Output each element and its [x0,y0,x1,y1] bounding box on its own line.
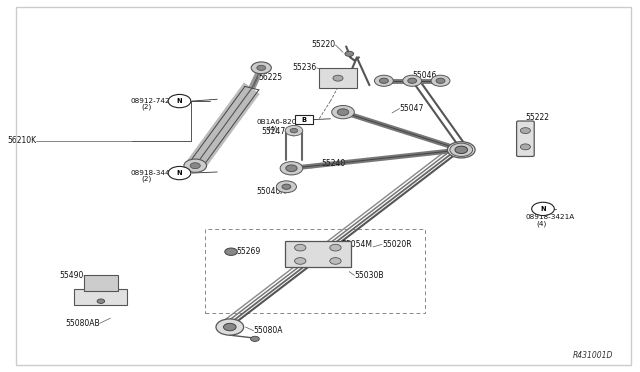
Text: 55490: 55490 [60,271,84,280]
Text: 56210K: 56210K [7,137,36,145]
Text: 55269: 55269 [236,247,260,256]
Circle shape [294,258,306,264]
Circle shape [257,65,266,70]
Text: 0B1A6-8201A: 0B1A6-8201A [256,119,306,125]
Circle shape [408,78,417,83]
Circle shape [332,106,355,119]
Circle shape [280,161,303,175]
Text: 55054M: 55054M [342,240,372,249]
Text: N: N [177,170,182,176]
Text: 55047: 55047 [399,104,424,113]
Text: 56225: 56225 [258,73,282,81]
Circle shape [431,75,450,86]
Text: 55220: 55220 [311,41,335,49]
Circle shape [380,78,388,83]
Circle shape [520,144,531,150]
Text: 08912-7421A: 08912-7421A [131,98,180,104]
Circle shape [251,336,259,341]
Circle shape [223,323,236,331]
FancyBboxPatch shape [294,115,314,124]
Circle shape [251,62,271,74]
Text: 55046: 55046 [412,71,436,80]
Text: 55222: 55222 [525,113,549,122]
Circle shape [276,181,296,193]
Circle shape [333,75,343,81]
Circle shape [290,128,298,133]
Circle shape [294,244,306,251]
Circle shape [216,319,244,335]
Text: B: B [301,116,307,122]
FancyBboxPatch shape [285,241,351,267]
Text: R431001D: R431001D [573,351,614,360]
Circle shape [225,248,237,256]
Text: 55247: 55247 [261,127,285,136]
Circle shape [520,128,531,134]
Text: 55080AB: 55080AB [65,319,100,328]
Circle shape [330,244,341,251]
FancyBboxPatch shape [319,68,358,88]
Text: 55236: 55236 [292,63,317,72]
Circle shape [282,184,291,189]
Text: 08918-3421A: 08918-3421A [525,214,575,220]
Circle shape [455,146,468,154]
Circle shape [337,109,349,115]
Text: (2): (2) [141,104,152,110]
Text: N: N [540,206,546,212]
Circle shape [436,78,445,83]
Circle shape [330,258,341,264]
Circle shape [168,166,191,180]
Text: N: N [177,98,182,104]
Circle shape [450,143,472,157]
Circle shape [168,94,191,108]
Circle shape [374,75,394,86]
Circle shape [97,299,105,304]
Text: 55040A: 55040A [257,187,287,196]
Circle shape [184,159,207,172]
Circle shape [286,165,297,171]
FancyBboxPatch shape [74,289,127,305]
Circle shape [285,125,303,136]
Text: (4): (4) [537,220,547,227]
Text: 55080A: 55080A [253,326,284,335]
Circle shape [403,75,422,86]
FancyBboxPatch shape [84,275,118,291]
Circle shape [456,147,467,153]
Circle shape [447,142,475,158]
Text: (4): (4) [268,125,278,132]
Circle shape [190,163,200,169]
Text: 55020R: 55020R [382,240,412,249]
Circle shape [345,51,354,57]
Text: 55030B: 55030B [355,271,384,280]
FancyBboxPatch shape [516,121,534,157]
Circle shape [532,202,554,215]
Text: 08918-3441A: 08918-3441A [131,170,180,176]
Text: (2): (2) [141,176,152,182]
Text: 55240: 55240 [321,158,345,168]
